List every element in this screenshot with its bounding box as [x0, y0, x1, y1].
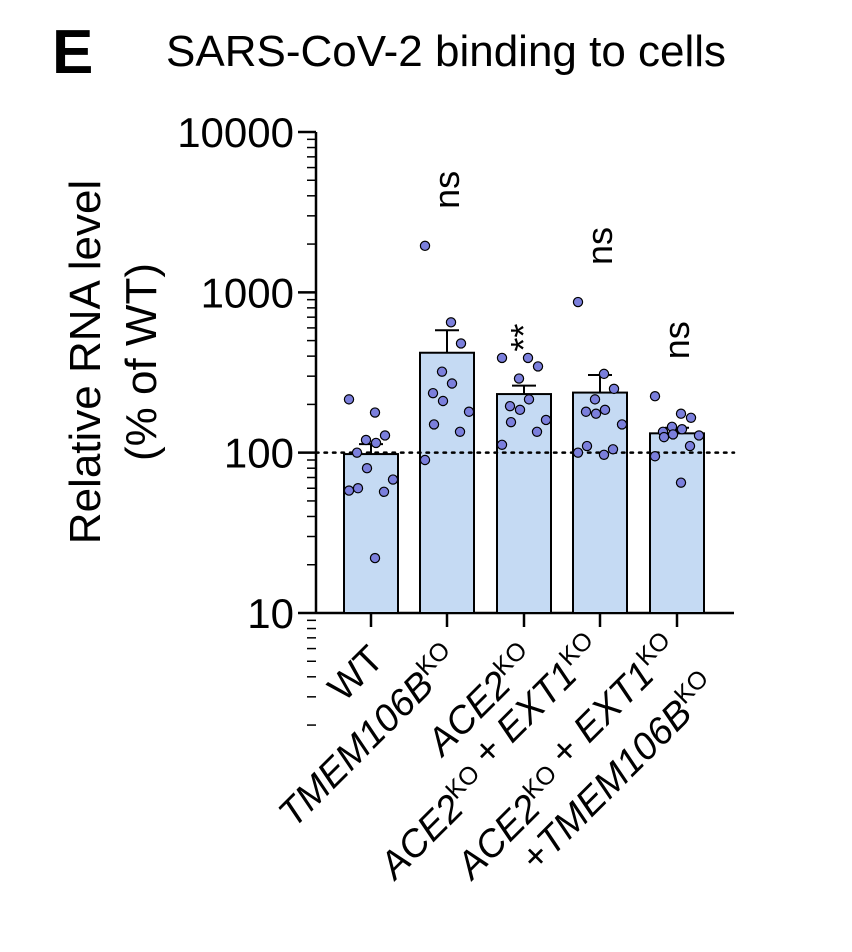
data-point — [378, 486, 390, 498]
data-point — [343, 394, 355, 405]
significance-label: ns — [426, 171, 467, 209]
data-point — [369, 407, 381, 418]
data-point — [419, 454, 431, 466]
data-point — [445, 317, 457, 328]
y-axis-label-line-1: Relative RNA level — [61, 180, 110, 544]
data-point — [352, 483, 364, 494]
data-point — [505, 416, 517, 428]
bar-ACE2-KO — [496, 393, 552, 615]
y-tick-label: 10 — [247, 590, 294, 637]
data-point — [514, 404, 526, 416]
data-point — [379, 430, 391, 441]
data-point — [370, 437, 382, 449]
significance-ACE2-KO+EXT1-KO+TMEM106B-KO: ns — [656, 321, 697, 359]
data-point — [675, 408, 687, 419]
data-point — [580, 406, 592, 417]
data-point — [437, 395, 449, 407]
data-point — [496, 352, 508, 364]
data-point — [598, 449, 610, 460]
data-point — [572, 296, 584, 308]
data-point — [513, 373, 525, 384]
data-point — [361, 463, 373, 474]
data-point — [649, 451, 661, 462]
data-point — [649, 391, 661, 402]
data-point — [351, 447, 363, 458]
data-point — [463, 406, 475, 417]
data-point — [496, 439, 508, 450]
data-point — [608, 383, 620, 395]
data-point — [540, 414, 552, 426]
data-point — [589, 394, 601, 405]
y-tick-label: 1000 — [201, 269, 294, 316]
y-tick-label: 10000 — [177, 109, 294, 156]
significance-ACE2-KO: ** — [503, 324, 544, 352]
y-axis-label: Relative RNA level (% of WT) — [61, 180, 166, 544]
data-point — [455, 338, 467, 349]
data-point — [428, 419, 440, 430]
data-point — [693, 430, 705, 441]
data-point — [572, 447, 584, 458]
significance-label: ns — [656, 321, 697, 359]
data-point — [532, 361, 544, 372]
data-point — [523, 394, 535, 405]
data-point — [522, 352, 534, 364]
data-point — [427, 387, 439, 399]
data-point — [675, 477, 687, 488]
data-point — [454, 426, 466, 437]
bar-ACE2-KO+EXT1-KO+TMEM106B-KO — [649, 432, 705, 615]
significance-label: ns — [579, 227, 620, 265]
data-point — [684, 440, 696, 452]
significance-ACE2-KO+EXT1-KO: ns — [579, 227, 620, 265]
data-point — [419, 240, 431, 252]
chart-title: SARS-CoV-2 binding to cells — [166, 27, 726, 76]
panel-letter: E — [52, 18, 93, 87]
data-point — [343, 485, 355, 496]
y-tick-label: 100 — [224, 430, 294, 477]
data-point — [667, 429, 679, 440]
plot-area: 10100100010000WTnsTMEM106BKO**ACE2KOnsAC… — [177, 109, 736, 888]
y-axis-label-line-2: (% of WT) — [117, 263, 166, 461]
data-point — [504, 400, 516, 412]
significance-label: ** — [503, 324, 544, 352]
data-point — [446, 378, 458, 389]
data-point — [581, 440, 593, 452]
data-point — [598, 368, 610, 380]
data-point — [599, 404, 611, 416]
data-point — [607, 444, 619, 455]
data-point — [676, 424, 688, 435]
data-point — [590, 408, 602, 419]
data-point — [436, 366, 448, 377]
bar-TMEM106B-KO — [419, 351, 475, 614]
data-point — [616, 419, 628, 430]
data-point — [369, 552, 381, 564]
data-point — [685, 412, 697, 423]
data-point — [387, 474, 399, 485]
significance-TMEM106B-KO: ns — [426, 171, 467, 209]
data-point — [531, 426, 543, 437]
data-point — [658, 431, 670, 443]
data-point — [360, 434, 372, 446]
